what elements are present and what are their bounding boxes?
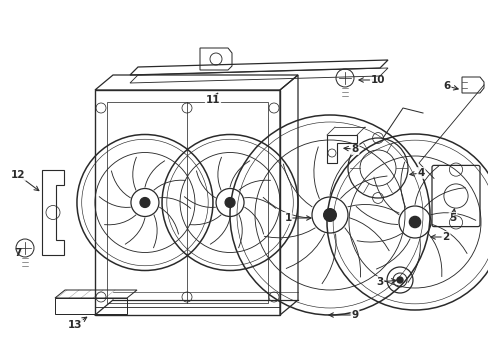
Text: 3: 3 [376,277,383,287]
Circle shape [323,209,336,221]
Text: 10: 10 [370,75,385,85]
Text: 12: 12 [11,170,25,180]
Text: 7: 7 [14,248,21,258]
Circle shape [396,277,402,283]
Text: 1: 1 [284,213,291,223]
Text: 2: 2 [442,232,448,242]
Text: 8: 8 [351,144,358,154]
Text: 13: 13 [68,320,82,330]
Text: 11: 11 [205,95,220,105]
Text: 9: 9 [351,310,358,320]
Circle shape [224,198,234,207]
Circle shape [140,198,149,207]
Text: 5: 5 [448,213,456,223]
Text: 6: 6 [443,81,450,91]
Circle shape [408,216,420,228]
Text: 4: 4 [416,168,424,178]
